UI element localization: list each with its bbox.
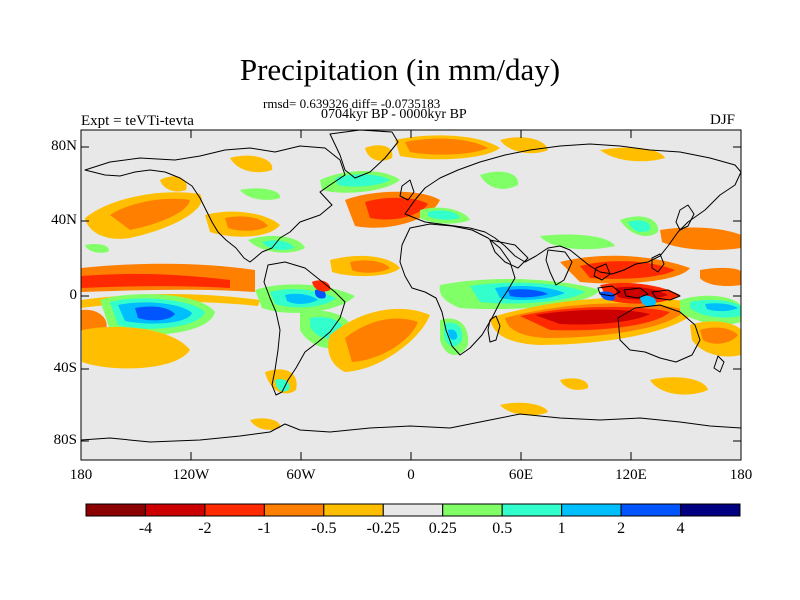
season-label: DJF [710,112,736,128]
anomaly-patch [448,329,458,340]
coastline-australia [617,304,701,363]
coastline-japan [675,204,695,231]
anomaly-patch [350,260,390,273]
coastline-madagascar [487,315,501,343]
colorbar-swatch [620,503,682,517]
coastline-north-america [84,145,346,263]
colorbar-swatch [680,503,741,517]
anomaly-patch [500,402,548,416]
anomaly-patch [650,377,708,395]
colorbar-label: -4 [138,520,153,537]
colorbar [85,503,741,517]
anomaly-patch [135,306,175,321]
anomaly-patch [508,289,548,298]
lon-tick-label: 120W [172,467,210,483]
anomaly-patch [660,227,741,250]
anomaly-fields [81,135,741,430]
lat-tick-label: 80N [51,138,77,154]
coastlines [80,129,742,443]
anomaly-patch [540,234,615,250]
coastline-africa [399,223,516,356]
anomaly-patch [82,326,190,369]
anomaly-patch [225,216,268,231]
colorbar-swatch [442,503,503,517]
anomaly-patch [275,379,290,392]
anomaly-patch [700,327,738,344]
colorbar-label: 1 [557,520,566,537]
anomaly-patch [700,267,741,287]
anomaly-patch [314,289,326,299]
anomaly-patch [230,155,273,173]
anomaly-patch [705,303,738,312]
lon-tick-label: 180 [69,467,93,483]
anomaly-patch [250,418,281,430]
coastline-indonesia [593,263,681,301]
colorbar-swatch [144,503,206,517]
colorbar-label: 0.5 [492,520,513,537]
period-line: 0704kyr BP - 0000kyr BP [321,107,467,122]
colorbar-swatch [85,503,146,517]
anomaly-patch [335,174,390,187]
colorbar-swatch [382,503,444,517]
lat-tick-label: 80S [53,432,77,448]
coastline-arabia [489,239,529,269]
coastline-philippines [651,253,665,273]
colorbar-swatch [501,503,563,517]
anomaly-patch [312,280,331,292]
experiment-label: Expt = teVTi-tevta [81,113,194,129]
colorbar-swatch [204,503,265,517]
colorbar-swatch [263,503,325,517]
stats-line: rmsd= 0.639326 diff= -0.0735183 [263,96,441,111]
anomaly-patch [285,293,318,304]
chart-title: Precipitation (in mm/day) [239,52,561,87]
anomaly-patch [110,198,190,230]
coastline-south-america [263,261,346,396]
colorbar-swatch [323,503,384,517]
anomaly-patch [580,261,675,279]
anomaly-patch [600,147,665,162]
colorbar-label: 2 [617,520,626,537]
anomaly-patch [535,309,650,325]
lat-tick-label: 40N [51,212,77,228]
lat-tick-label: 40S [53,360,77,376]
coastline-india [545,249,573,286]
anomaly-patch [600,291,616,301]
lat-tick-label: 0 [69,287,78,303]
anomaly-patch [345,318,418,362]
colorbar-label: 4 [676,520,685,537]
coastline-uk [399,179,415,201]
anomaly-patch [85,243,109,253]
coastline-greenland [329,129,399,179]
lon-tick-label: 180 [729,467,753,483]
anomaly-patch [560,378,589,390]
colorbar-label: 0.25 [428,520,457,537]
colorbar-label: -1 [257,520,272,537]
lon-tick-label: 0 [407,467,415,483]
lon-tick-label: 60E [508,467,534,483]
anomaly-patch [262,240,294,250]
colorbar-swatch [561,503,622,517]
lon-tick-label: 120E [615,467,647,483]
anomaly-patch [81,273,230,288]
colorbar-label: -0.5 [311,520,337,537]
anomaly-patch [405,138,488,155]
anomaly-patch [640,295,657,307]
anomaly-patch [240,188,281,200]
anomaly-patch [480,171,519,189]
anomaly-patch [428,210,460,220]
colorbar-label: -2 [198,520,212,537]
coastline-antarctica [80,413,742,443]
colorbar-label: -0.25 [366,520,400,537]
coastline-new-zealand [713,355,725,373]
coastline-eurasia [404,143,742,275]
map-ticks [81,130,741,460]
anomaly-patch [160,176,187,192]
lon-tick-label: 60W [286,467,316,483]
anomaly-patch [628,220,651,232]
